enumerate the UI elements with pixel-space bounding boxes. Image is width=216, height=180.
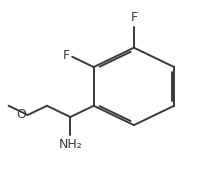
Text: NH₂: NH₂	[59, 138, 82, 151]
Text: F: F	[63, 49, 70, 62]
Text: O: O	[16, 109, 26, 122]
Text: F: F	[130, 11, 137, 24]
